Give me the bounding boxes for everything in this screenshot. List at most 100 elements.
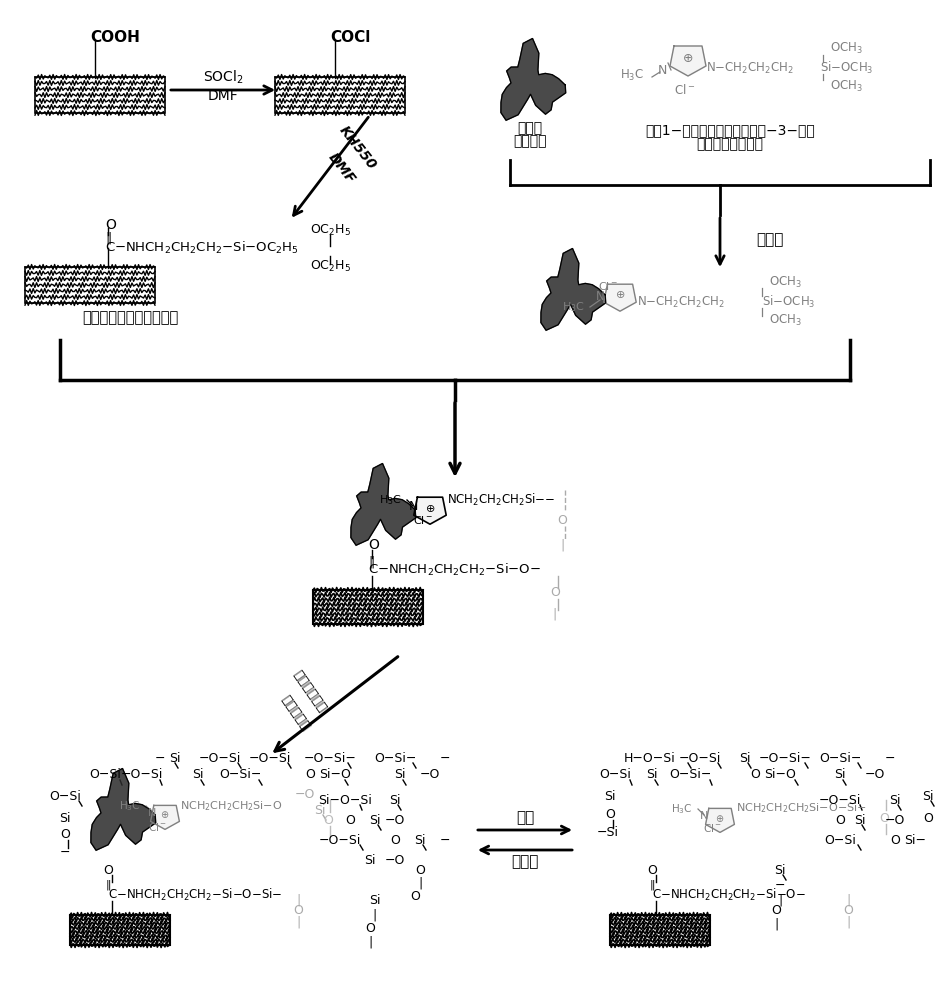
Text: KH550: KH550 [337,123,380,173]
Text: O−Si: O−Si [599,768,631,782]
Text: C−NHCH$_2$CH$_2$CH$_2$−Si−O−: C−NHCH$_2$CH$_2$CH$_2$−Si−O− [652,887,806,903]
Text: −O: −O [295,788,315,802]
Text: O: O [835,814,845,826]
Text: OCH$_3$: OCH$_3$ [830,40,863,56]
Polygon shape [604,284,636,311]
Text: O: O [103,863,113,876]
Text: Si: Si [646,768,658,782]
Text: −O−Si−: −O−Si− [304,752,356,764]
Text: N: N [596,290,604,304]
Text: O: O [60,828,70,842]
Text: H$_3$C: H$_3$C [119,799,141,813]
Polygon shape [501,38,565,120]
Text: Si: Si [170,752,181,764]
Text: $\oplus$: $\oplus$ [425,502,436,514]
Text: −O−Si: −O−Si [679,752,722,764]
Text: O−Si: O−Si [824,834,856,846]
Text: −O: −O [420,768,440,782]
Text: 氯化1−（丙基三甲氧基硅基）−3−甲基: 氯化1−（丙基三甲氧基硅基）−3−甲基 [645,123,814,137]
Polygon shape [670,46,706,76]
Text: O: O [105,218,116,232]
Text: |: | [553,607,557,620]
Text: Si: Si [834,768,846,782]
Text: O: O [750,768,759,782]
Text: Si−O: Si−O [319,768,351,782]
Text: O: O [323,814,333,826]
Text: Si: Si [854,814,866,826]
Text: O: O [647,863,657,876]
Text: COCl: COCl [330,29,370,44]
Text: |: | [295,894,300,906]
Text: −O: −O [384,814,405,826]
Text: Cl$^-$: Cl$^-$ [703,822,722,834]
Text: −O−Si: −O−Si [819,794,861,806]
Text: $\oplus$: $\oplus$ [615,290,625,300]
Bar [275,77,405,113]
Polygon shape [351,463,416,545]
Text: Si: Si [365,854,376,866]
Text: N: N [657,64,667,77]
Text: 咪唑（功能单体）: 咪唑（功能单体） [696,137,763,151]
Text: |: | [777,894,782,906]
Text: H$_3$C: H$_3$C [379,493,402,507]
Text: $\oplus$: $\oplus$ [715,812,724,824]
Text: O−Si: O−Si [89,768,121,782]
Text: 四乙氧基硅烷: 四乙氧基硅烷 [291,669,330,715]
Text: C−NHCH$_2$CH$_2$CH$_2$−Si−O−: C−NHCH$_2$CH$_2$CH$_2$−Si−O− [368,562,541,578]
Text: 蛋白质: 蛋白质 [517,121,543,135]
Text: N: N [148,808,156,818]
Text: −O: −O [865,768,885,782]
Text: O: O [390,834,400,846]
Bar [313,590,423,624]
Text: −: − [439,752,450,764]
Text: −O−Si: −O−Si [249,752,291,764]
Text: O: O [890,834,900,846]
Text: O−Si: O−Si [49,790,80,802]
Text: Si: Si [369,894,381,906]
Text: Cl$^-$: Cl$^-$ [413,514,433,526]
Text: H−O−Si: H−O−Si [624,752,676,764]
Text: Si−OCH$_3$: Si−OCH$_3$ [820,60,873,76]
Text: （模板）: （模板） [513,134,546,148]
Text: SOCl$_2$: SOCl$_2$ [203,68,243,86]
Text: Si−OCH$_3$: Si−OCH$_3$ [762,294,815,310]
Text: ‖: ‖ [368,556,374,568]
Text: O: O [305,768,315,782]
Bar [25,267,155,303]
Text: Si: Si [389,794,401,806]
Text: −: − [154,752,165,764]
Text: Si: Si [922,790,934,802]
Text: H$_3$C: H$_3$C [620,67,644,83]
Text: O: O [368,538,379,552]
Text: NCH$_2$CH$_2$CH$_2$Si−O: NCH$_2$CH$_2$CH$_2$Si−O [180,799,282,813]
Text: NCH$_2$CH$_2$CH$_2$Si−−: NCH$_2$CH$_2$CH$_2$Si−− [447,492,555,508]
Text: OCH$_3$: OCH$_3$ [769,312,802,328]
Text: 预聚合: 预聚合 [757,232,784,247]
Text: Si−: Si− [904,834,926,846]
Text: O: O [843,904,853,916]
Text: −O−Si: −O−Si [199,752,241,764]
Text: O: O [605,808,615,820]
Text: Si: Si [414,834,426,846]
Text: N−CH$_2$CH$_2$CH$_2$: N−CH$_2$CH$_2$CH$_2$ [706,60,794,76]
Text: H$_3$C: H$_3$C [562,300,584,314]
Polygon shape [151,805,179,829]
Text: O: O [771,904,781,916]
Text: Cl$^-$: Cl$^-$ [598,280,618,292]
Text: Si: Si [740,752,751,764]
Text: C−NHCH$_2$CH$_2$CH$_2$−Si−OC$_2$H$_5$: C−NHCH$_2$CH$_2$CH$_2$−Si−OC$_2$H$_5$ [105,240,299,256]
Text: |: | [774,918,778,930]
Text: Si: Si [369,814,381,826]
Text: ‖: ‖ [650,880,654,890]
Text: 硅氧化碳纳米管（基质）: 硅氧化碳纳米管（基质） [81,310,178,326]
Text: DMF: DMF [326,150,358,186]
Text: Si−O: Si−O [764,768,795,782]
Text: O−Si−: O−Si− [219,768,261,782]
Text: Si: Si [889,794,901,806]
Text: |: | [295,916,300,928]
Text: O: O [345,814,355,826]
Text: 再吸附: 再吸附 [511,854,539,869]
Text: |: | [367,936,372,948]
Text: （交联剂）: （交联剂） [278,693,312,733]
Text: Si: Si [775,863,786,876]
